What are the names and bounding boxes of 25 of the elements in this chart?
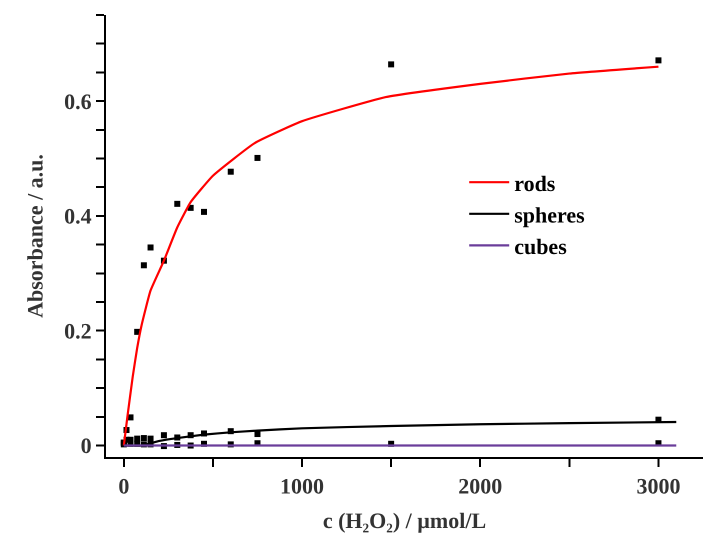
legend-label: rods [514,170,556,196]
point [655,57,662,64]
legend-label: spheres [514,202,586,228]
x-axis-title: c (H₂O₂) / µmol/L [322,508,486,533]
y-tick-label: 0.2 [64,318,92,344]
point [174,200,180,207]
point [148,244,154,250]
y-tick-label: 0.6 [64,88,92,114]
x-tick-label: 3000 [636,473,680,498]
point [148,436,154,442]
x-tick-label: 2000 [458,473,502,498]
point [160,432,167,438]
point [134,436,140,442]
point [228,168,234,175]
point [140,262,147,268]
y-tick-label: 0.4 [64,204,92,229]
y-axis-title: Absorbance / a.u. [22,154,48,318]
y-tick-label: 0 [80,433,92,458]
x-tick-label: 0 [118,473,130,498]
point [254,154,260,161]
point [388,61,394,68]
legend-label: cubes [514,234,568,259]
point [140,435,147,442]
x-tick-label: 1000 [280,473,324,498]
point [201,208,208,215]
